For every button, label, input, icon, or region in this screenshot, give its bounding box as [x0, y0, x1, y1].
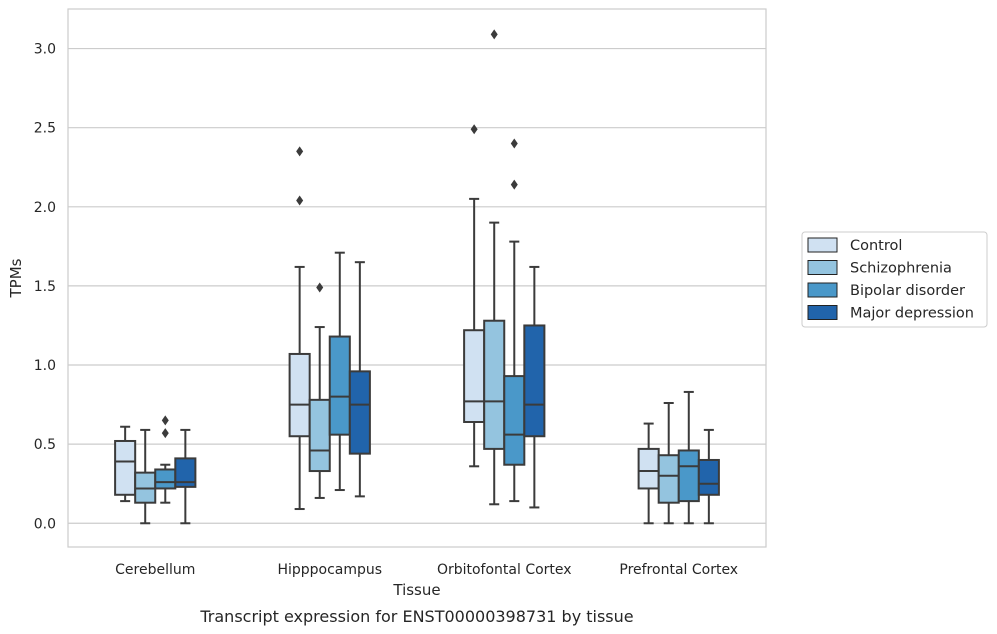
y-tick-label: 1.5: [34, 279, 56, 295]
outlier-point: [296, 146, 304, 157]
iqr-box: [503, 375, 526, 466]
y-tick-label: 1.0: [34, 358, 56, 374]
x-tick-label: Cerebellum: [115, 562, 195, 578]
legend-frame: [801, 231, 988, 328]
iqr-box: [154, 468, 177, 490]
legend-swatch: [807, 282, 838, 298]
iqr-box: [677, 449, 700, 503]
y-tick-label: 0.5: [34, 437, 56, 453]
outlier-point: [161, 428, 169, 439]
iqr-box: [348, 370, 371, 455]
x-tick-label: Orbitofontal Cortex: [437, 562, 572, 578]
y-tick-label: 2.0: [34, 200, 56, 216]
y-tick-label: 0.0: [34, 516, 56, 532]
plot-area-frame: [67, 8, 767, 548]
x-tick-label: Prefrontal Cortex: [619, 562, 738, 578]
legend-swatch: [807, 305, 838, 320]
box-schizophrenia: [308, 282, 331, 499]
legend-item: Major depression: [807, 305, 974, 322]
iqr-box: [523, 324, 546, 438]
plot-border: [67, 8, 767, 548]
chart-caption: Transcript expression for ENST0000039873…: [199, 607, 633, 626]
legend-swatch: [807, 237, 838, 253]
legend-label: Control: [850, 238, 902, 254]
box-bipolar-disorder: [154, 415, 177, 504]
legend: Control Schizophrenia Bipolar disorder Majo…: [801, 231, 988, 328]
box-bipolar-disorder: [328, 251, 351, 492]
x-axis-ticks: Cerebellum Hipppocampus Orbitofontal Corte…: [115, 562, 738, 578]
outlier-point: [470, 124, 478, 135]
outlier-point: [316, 282, 324, 293]
box-control: [288, 146, 311, 511]
iqr-box: [483, 319, 506, 450]
legend-item: Control: [807, 237, 902, 254]
outlier-point: [296, 195, 304, 206]
y-axis-title: TPMs: [7, 258, 25, 298]
legend-swatch: [807, 260, 838, 275]
legend-item: Bipolar disorder: [807, 282, 965, 299]
y-tick-label: 3.0: [34, 42, 56, 58]
x-axis-title: Tissue: [392, 581, 440, 599]
box-major-depression: [174, 428, 197, 525]
iqr-box: [174, 457, 197, 488]
iqr-box: [308, 398, 331, 473]
y-tick-label: 2.5: [34, 121, 56, 137]
legend-label: Bipolar disorder: [850, 283, 965, 299]
iqr-box: [463, 329, 486, 423]
iqr-box: [114, 439, 137, 496]
iqr-box: [697, 458, 720, 496]
legend-label: Schizophrenia: [850, 261, 952, 277]
box-control: [463, 124, 486, 468]
box-bipolar-disorder: [677, 390, 700, 525]
legend-item: Schizophrenia: [807, 260, 952, 277]
box-schizophrenia: [134, 428, 157, 525]
box-bipolar-disorder: [503, 138, 526, 503]
iqr-box: [328, 335, 351, 436]
outlier-point: [161, 415, 169, 426]
box-major-depression: [697, 428, 720, 525]
iqr-box: [288, 352, 311, 438]
outlier-point: [510, 179, 518, 190]
box-major-depression: [348, 261, 371, 498]
legend-label: Major depression: [850, 306, 974, 322]
y-axis-ticks: 0.0 0.5 1.0 1.5 2.0 2.5 3.0: [34, 42, 56, 533]
outlier-point: [510, 138, 518, 149]
box-control: [114, 425, 137, 503]
x-tick-label: Hipppocampus: [277, 562, 382, 578]
box-groups: [114, 29, 720, 525]
iqr-box: [657, 454, 680, 504]
iqr-box: [637, 447, 660, 490]
outlier-point: [490, 29, 498, 40]
box-major-depression: [523, 265, 546, 509]
